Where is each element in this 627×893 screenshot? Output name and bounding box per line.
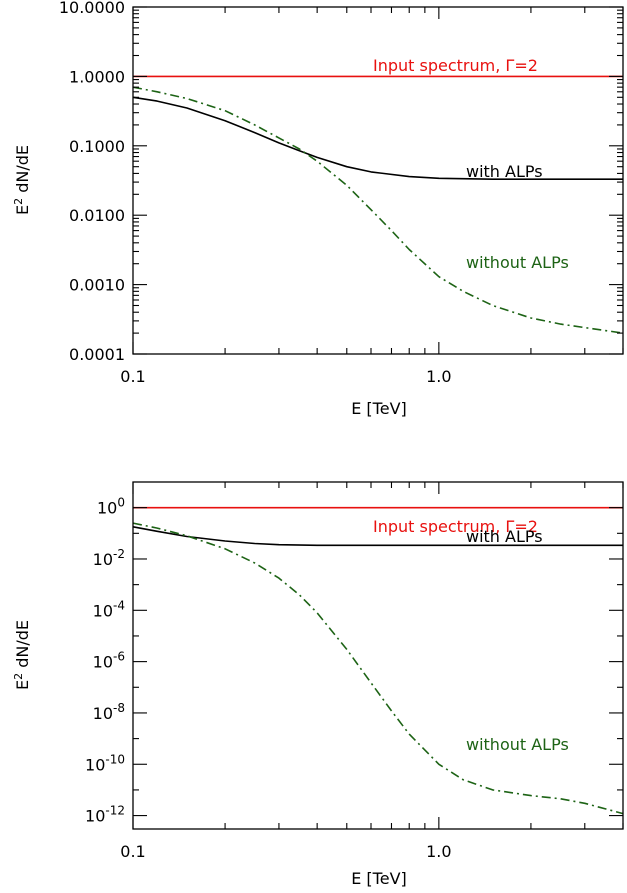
bottom-y-tick-label: 10-12	[85, 804, 125, 826]
bottom-plot-area	[132, 506, 624, 815]
top-series-without-alps-line	[132, 86, 624, 334]
top-tick-marks	[132, 6, 624, 355]
bottom-x-tick-label: 1.0	[426, 842, 451, 861]
top-x-axis-label: E [TeV]	[351, 399, 407, 418]
top-without-alps-label: without ALPs	[466, 253, 569, 272]
top-y-tick-labels: 10.0000 1.0000 0.1000 0.0100 0.0010 0.0001	[59, 0, 125, 364]
bottom-x-tick-label: 0.1	[120, 842, 145, 861]
bottom-input-spectrum-label: Input spectrum, Γ=2	[373, 517, 538, 536]
top-y-tick-label: 1.0000	[69, 67, 125, 86]
top-y-tick-label: 0.1000	[69, 137, 125, 156]
top-chart: 10.0000 1.0000 0.1000 0.0100 0.0010 0.0001 0.…	[12, 0, 624, 418]
bottom-tick-marks	[132, 482, 624, 829]
bottom-without-alps-label: without ALPs	[466, 735, 569, 754]
bottom-axes-frame	[132, 481, 624, 830]
bottom-series-with-alps-line	[132, 526, 623, 547]
top-with-alps-label: with ALPs	[466, 162, 543, 181]
bottom-series-without-alps-line	[132, 522, 624, 815]
bottom-y-tick-label: 10-8	[93, 701, 125, 723]
bottom-with-alps-label: with ALPs	[466, 527, 543, 546]
bottom-y-axis-label: E2 dN/dE	[12, 620, 32, 690]
bottom-x-axis-label: E [TeV]	[351, 869, 407, 888]
top-plot-area	[132, 75, 624, 334]
bottom-y-tick-label: 100	[97, 496, 125, 518]
top-x-tick-label: 1.0	[426, 367, 451, 386]
top-axes-frame	[132, 6, 624, 355]
top-y-tick-label: 0.0001	[69, 345, 125, 364]
top-y-tick-label: 0.0010	[69, 276, 125, 295]
bottom-chart: 100 10-2 10-4 10-6 10-8 10-10 10-12 0.1 1.0 Inp…	[12, 481, 624, 888]
top-input-spectrum-label: Input spectrum, Γ=2	[373, 56, 538, 75]
top-y-tick-label: 0.0100	[69, 206, 125, 225]
bottom-y-tick-label: 10-10	[85, 752, 125, 774]
top-x-tick-label: 0.1	[120, 367, 145, 386]
top-series-with-alps-line	[132, 96, 623, 180]
bottom-y-tick-label: 10-6	[93, 650, 125, 672]
bottom-y-tick-labels: 100 10-2 10-4 10-6 10-8 10-10 10-12	[85, 496, 125, 826]
top-y-tick-label: 10.0000	[59, 0, 125, 17]
bottom-y-tick-label: 10-2	[93, 547, 125, 569]
top-y-axis-label: E2 dN/dE	[12, 145, 32, 215]
top-x-tick-labels: 0.1 1.0	[120, 367, 451, 386]
bottom-y-tick-label: 10-4	[93, 598, 125, 620]
bottom-x-tick-labels: 0.1 1.0	[120, 842, 451, 861]
